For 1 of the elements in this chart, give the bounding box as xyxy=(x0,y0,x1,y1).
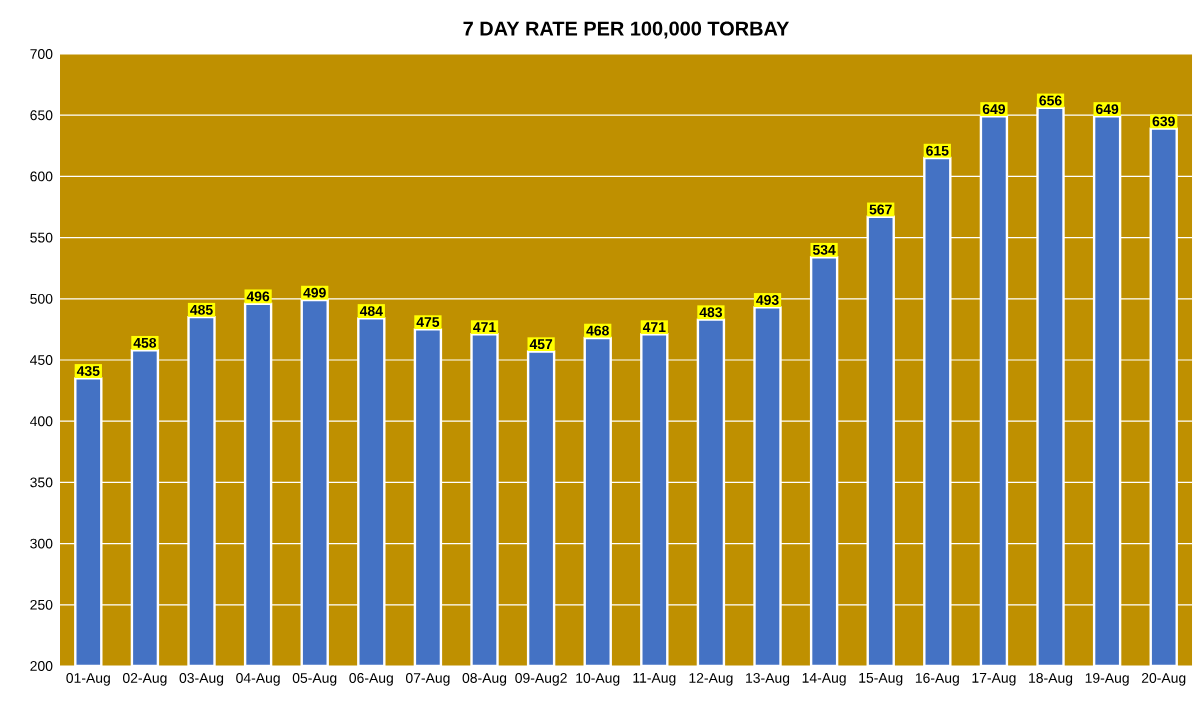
chart-title: 7 DAY RATE PER 100,000 TORBAY xyxy=(463,21,790,39)
